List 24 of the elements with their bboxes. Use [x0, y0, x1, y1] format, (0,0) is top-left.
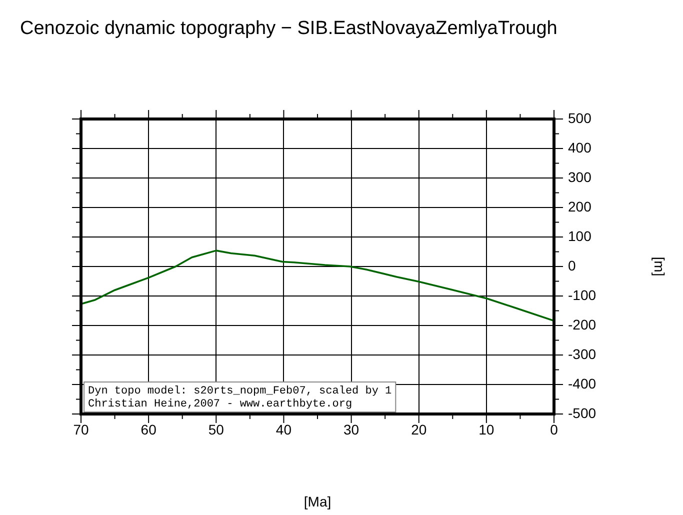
y-tick-label: -100: [568, 286, 596, 303]
x-axis-title: [Ma]: [304, 493, 332, 510]
chart-title: Cenozoic dynamic topography − SIB.EastNovayaZemlyaTrough: [20, 18, 558, 40]
y-tick-label: 400: [568, 139, 592, 156]
x-tick-label: 20: [411, 421, 427, 438]
y-axis-title: [m]: [652, 256, 668, 276]
y-tick-label: -400: [568, 375, 596, 392]
x-tick-label: 70: [73, 421, 89, 438]
x-tick-label: 0: [550, 421, 558, 438]
x-tick-label: 30: [343, 421, 360, 438]
y-tick-label: 100: [568, 228, 592, 244]
annotation: Christian Heine,2007 - www.earthbyte.org: [88, 398, 352, 410]
y-tick-label: 300: [568, 168, 592, 185]
y-tick-label: -200: [568, 316, 596, 332]
y-tick-label: -300: [568, 346, 596, 362]
y-tick-label: 500: [568, 110, 592, 126]
x-tick-label: 50: [208, 421, 224, 438]
y-tick-label: 0: [568, 257, 576, 274]
x-tick-label: 40: [276, 421, 292, 438]
y-tick-label: -500: [568, 404, 596, 421]
annotation: Dyn topo model: s20rts_nopm_Feb07, scaled by 1: [88, 385, 392, 398]
x-tick-label: 10: [478, 421, 494, 438]
y-tick-label: 200: [568, 198, 592, 214]
x-tick-label: 60: [140, 421, 157, 438]
